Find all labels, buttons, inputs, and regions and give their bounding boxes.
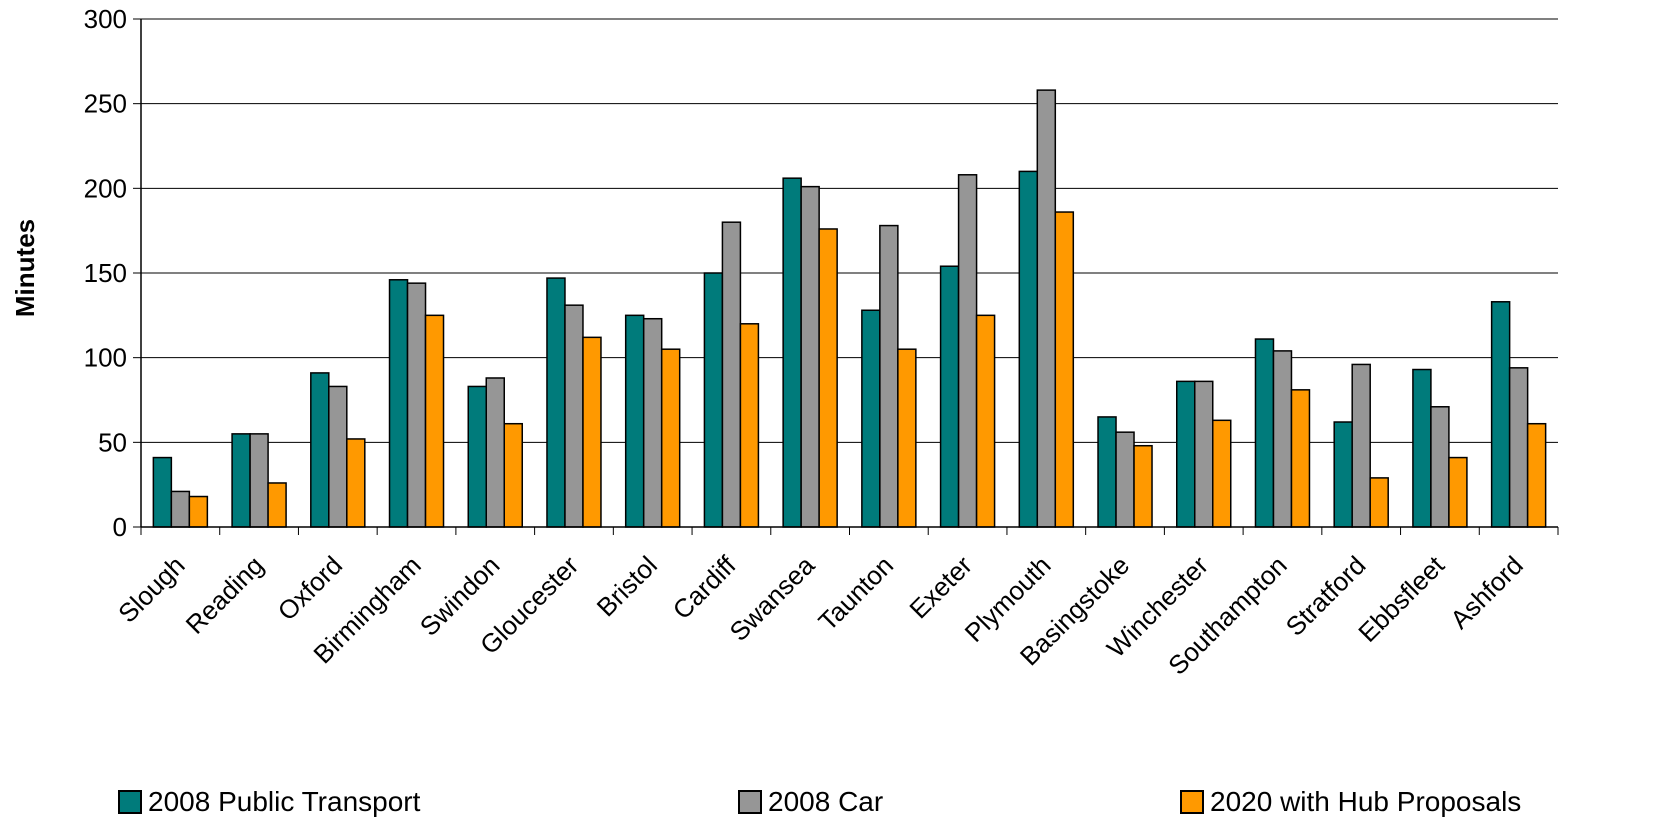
bar-bristol-series-2 bbox=[642, 317, 663, 528]
y-tick-labels: 0 50 100 150 200 250 300 bbox=[84, 4, 127, 542]
bar-gloucester-series-3 bbox=[582, 336, 602, 528]
legend-swatch bbox=[1180, 790, 1204, 814]
bar-taunton-series-1 bbox=[861, 309, 881, 528]
bars bbox=[152, 89, 1547, 528]
bar-oxford-series-2 bbox=[328, 385, 348, 528]
bar-winchester-series-3 bbox=[1212, 419, 1232, 528]
bar-gloucester-series-2 bbox=[564, 304, 584, 528]
bar-taunton-series-2 bbox=[879, 224, 899, 528]
x-tick-label: Swansea bbox=[724, 550, 821, 647]
bar-taunton-series-3 bbox=[897, 348, 917, 528]
y-tick-label: 0 bbox=[113, 512, 127, 542]
bar-swindon-series-2 bbox=[485, 377, 505, 528]
y-tick-label: 100 bbox=[84, 343, 127, 373]
bar-stratford-series-1 bbox=[1333, 421, 1353, 528]
legend-item-series-1: 2008 Public Transport bbox=[118, 786, 420, 818]
bar-winchester-series-2 bbox=[1194, 380, 1214, 528]
bar-oxford-series-3 bbox=[346, 438, 366, 528]
bar-plymouth-series-2 bbox=[1036, 89, 1057, 528]
bar-southampton-series-1 bbox=[1254, 338, 1275, 528]
bar-bristol-series-1 bbox=[624, 314, 645, 528]
bar-birmingham-series-1 bbox=[388, 279, 409, 528]
legend-label: 2008 Car bbox=[768, 786, 884, 817]
bar-ebbsfleet-series-3 bbox=[1448, 456, 1468, 528]
bar-winchester-series-1 bbox=[1176, 380, 1196, 528]
y-tick-label: 150 bbox=[84, 258, 127, 288]
y-tick-label: 300 bbox=[84, 4, 127, 34]
y-axis-title: Minutes bbox=[10, 219, 40, 317]
bar-ashford-series-3 bbox=[1526, 422, 1547, 528]
x-tick-label: Slough bbox=[112, 550, 190, 628]
bar-slough-series-1 bbox=[152, 456, 173, 528]
bar-exeter-series-3 bbox=[975, 314, 996, 528]
bar-swansea-series-2 bbox=[800, 185, 820, 528]
bar-slough-series-3 bbox=[188, 495, 209, 528]
legend-label: 2020 with Hub Proposals bbox=[1210, 786, 1522, 817]
y-tick-label: 200 bbox=[84, 173, 127, 203]
x-tick-label: Reading bbox=[180, 550, 270, 640]
bar-gloucester-series-1 bbox=[546, 277, 566, 528]
legend-label: 2008 Public Transport bbox=[148, 786, 421, 817]
x-tick-label: Taunton bbox=[812, 550, 899, 637]
x-tick-label: Ashford bbox=[1444, 550, 1529, 635]
bar-stratford-series-3 bbox=[1369, 477, 1389, 528]
bar-reading-series-2 bbox=[249, 433, 269, 528]
bar-birmingham-series-3 bbox=[424, 314, 445, 528]
bar-southampton-series-3 bbox=[1290, 389, 1311, 528]
bar-exeter-series-1 bbox=[939, 265, 960, 528]
bar-swindon-series-3 bbox=[503, 422, 523, 528]
legend-item-series-3: 2020 with Hub Proposals bbox=[1180, 786, 1521, 818]
bar-basingstoke-series-1 bbox=[1097, 416, 1117, 528]
bar-ebbsfleet-series-1 bbox=[1412, 368, 1432, 528]
x-tick-label: Bristol bbox=[591, 550, 663, 622]
bar-exeter-series-2 bbox=[957, 174, 978, 528]
axes bbox=[133, 18, 1559, 535]
bar-ashford-series-1 bbox=[1490, 301, 1511, 528]
bar-cardiff-series-2 bbox=[721, 221, 742, 528]
bar-stratford-series-2 bbox=[1351, 363, 1371, 528]
bar-slough-series-2 bbox=[170, 490, 191, 528]
y-tick-label: 250 bbox=[84, 89, 127, 119]
bar-ashford-series-2 bbox=[1508, 367, 1529, 528]
bar-oxford-series-1 bbox=[310, 372, 330, 528]
bar-reading-series-3 bbox=[267, 482, 287, 528]
bar-basingstoke-series-2 bbox=[1115, 431, 1135, 528]
bar-swindon-series-1 bbox=[467, 385, 487, 528]
bar-southampton-series-2 bbox=[1272, 350, 1293, 528]
bar-ebbsfleet-series-2 bbox=[1430, 406, 1450, 528]
x-tick-label: Exeter bbox=[903, 550, 978, 625]
x-tick-label: Ebbsfleet bbox=[1352, 549, 1450, 647]
bar-cardiff-series-3 bbox=[739, 323, 760, 528]
bar-reading-series-1 bbox=[231, 433, 251, 528]
bar-swansea-series-1 bbox=[782, 177, 802, 528]
legend-swatch bbox=[118, 790, 142, 814]
gridlines bbox=[141, 18, 1558, 443]
bar-plymouth-series-3 bbox=[1054, 211, 1075, 528]
x-tick-label: Cardiff bbox=[667, 549, 743, 625]
legend-swatch bbox=[738, 790, 762, 814]
legend: 2008 Public Transport 2008 Car 2020 with H… bbox=[0, 786, 1679, 826]
bar-basingstoke-series-3 bbox=[1133, 444, 1153, 528]
bar-birmingham-series-2 bbox=[406, 282, 427, 528]
bar-cardiff-series-1 bbox=[703, 272, 724, 528]
bar-swansea-series-3 bbox=[818, 228, 838, 528]
bar-plymouth-series-1 bbox=[1018, 170, 1039, 528]
x-tick-label: Oxford bbox=[272, 550, 348, 626]
y-tick-label: 50 bbox=[98, 427, 127, 457]
legend-item-series-2: 2008 Car bbox=[738, 786, 883, 818]
bar-bristol-series-3 bbox=[660, 348, 681, 528]
